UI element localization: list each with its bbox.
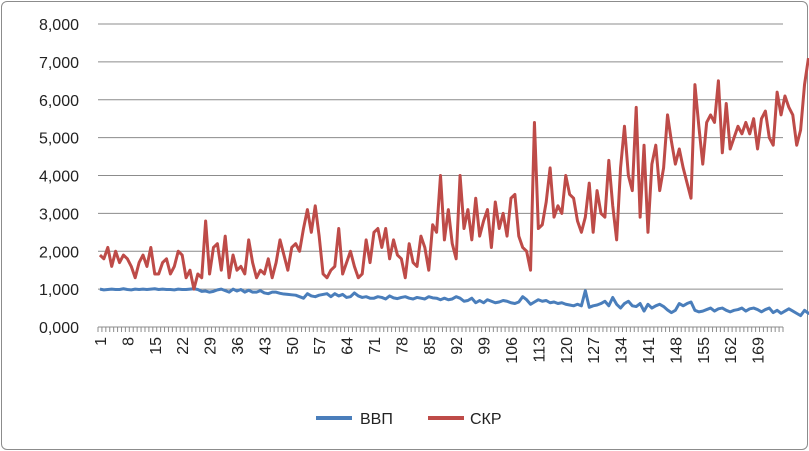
x-tick-label: 134	[614, 337, 631, 364]
x-tick-label: 22	[175, 337, 192, 355]
x-tick-label: 36	[230, 337, 247, 355]
x-tick-label: 43	[257, 337, 274, 355]
legend-label-vvp: ВВП	[360, 411, 393, 428]
x-tick-label: 106	[504, 337, 521, 364]
x-tick-label: 15	[148, 337, 165, 355]
x-tick-label: 127	[586, 337, 603, 364]
x-tick-label: 141	[641, 337, 658, 364]
legend: ВВП СКР	[316, 411, 502, 428]
x-tick-label: 92	[449, 337, 466, 355]
x-tick-label: 29	[203, 337, 220, 355]
x-tick-label: 113	[531, 337, 548, 363]
legend-label-skr: СКР	[470, 411, 502, 428]
x-tick-label: 50	[285, 337, 302, 355]
series-lines	[98, 57, 809, 318]
x-tick-label: 169	[751, 337, 768, 364]
x-axis-tick-labels: 1 8 15 22 29 36 43 50 57 64 71 78 85 92 99 106 113 120 127…	[93, 337, 768, 364]
y-tick-label: 8,000	[39, 17, 79, 34]
x-tick-label: 8	[120, 337, 137, 346]
y-tick-label: 4,000	[39, 169, 79, 186]
series-line-skr	[98, 57, 809, 291]
y-axis-tick-labels: 0,000 1,000 2,000 3,000 4,000 5,000 6,000 7,000…	[39, 17, 79, 337]
x-axis	[97, 326, 784, 332]
y-tick-label: 0,000	[39, 320, 79, 337]
x-tick-label: 85	[422, 337, 439, 355]
y-tick-label: 5,000	[39, 131, 79, 148]
y-tick-label: 1,000	[39, 282, 79, 299]
x-tick-label: 71	[367, 337, 384, 355]
y-tick-label: 3,000	[39, 206, 79, 223]
x-tick-label: 148	[668, 337, 685, 364]
x-tick-label: 155	[696, 337, 713, 364]
y-tick-label: 2,000	[39, 244, 79, 261]
x-tick-label: 1	[93, 337, 110, 346]
x-tick-label: 57	[312, 337, 329, 355]
x-tick-label: 162	[723, 337, 740, 364]
x-tick-label: 120	[559, 337, 576, 364]
series-line-vvp	[99, 287, 809, 318]
x-tick-label: 64	[340, 337, 357, 355]
x-tick-label: 99	[477, 337, 494, 355]
x-tick-label: 78	[394, 337, 411, 355]
y-tick-label: 7,000	[39, 55, 79, 72]
y-tick-label: 6,000	[39, 93, 79, 110]
